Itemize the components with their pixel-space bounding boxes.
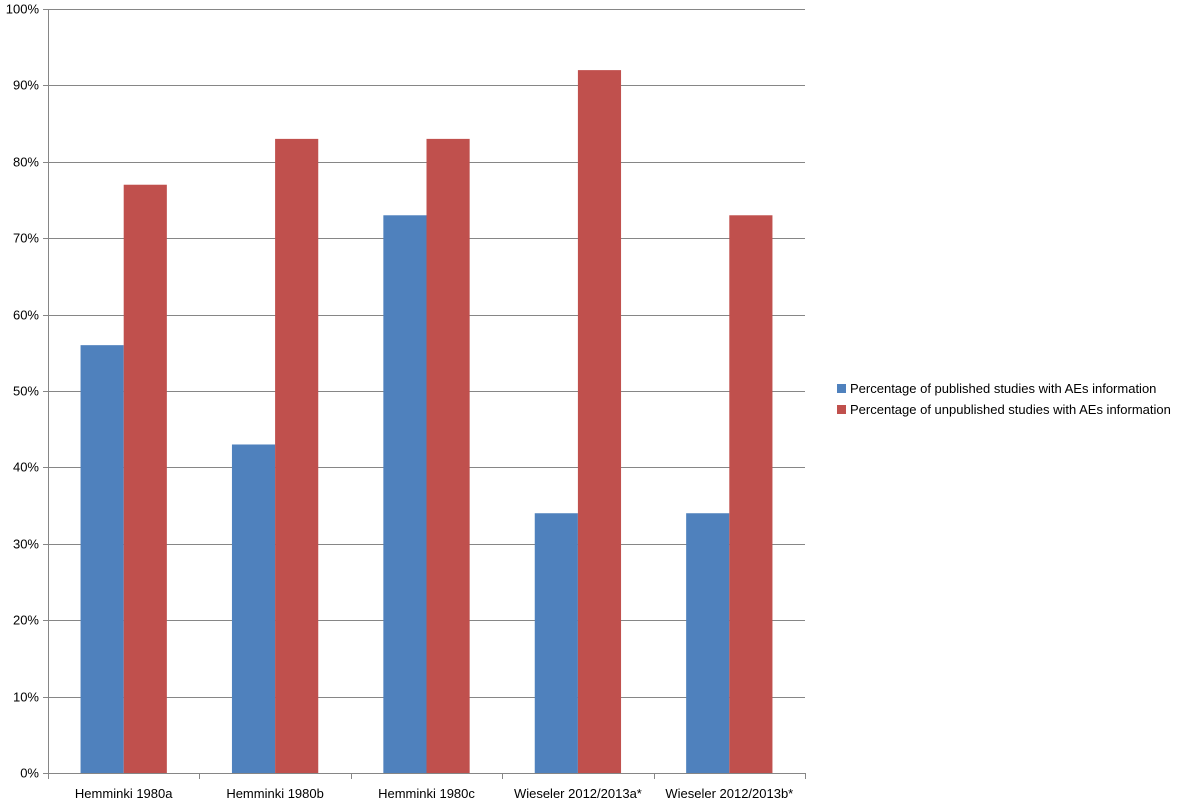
y-tick-label: 30%: [13, 537, 39, 552]
legend: Percentage of published studies with AEs…: [837, 381, 1171, 417]
legend-swatch-published: [837, 384, 846, 393]
bar-unpublished: [577, 70, 622, 774]
bars: [80, 70, 773, 774]
x-tick-labels: Hemminki 1980a Hemminki 1980b Hemminki 198…: [75, 786, 793, 800]
y-tick-label: 60%: [13, 308, 39, 323]
y-tick-labels: 0% 10% 20% 30% 40% 50% 60% 70% 80% 90% 100%: [6, 2, 40, 781]
bar-unpublished: [275, 138, 319, 773]
bar-published: [383, 215, 427, 773]
y-tick-label: 20%: [13, 613, 39, 628]
bar-published: [231, 444, 276, 773]
bar-published: [534, 513, 578, 773]
y-tick-label: 40%: [13, 460, 39, 475]
y-tick-label: 90%: [13, 78, 39, 93]
y-tick-label: 0%: [20, 766, 39, 781]
y-tick-label: 80%: [13, 155, 39, 170]
x-tick-label: Wieseler 2012/2013b*: [665, 786, 793, 800]
bar-unpublished: [729, 215, 773, 773]
bar-unpublished: [123, 184, 167, 774]
bar-unpublished: [426, 138, 470, 773]
y-tick-label: 50%: [13, 384, 39, 399]
axes: [43, 9, 806, 779]
x-tick-label: Wieseler 2012/2013a*: [514, 786, 642, 800]
x-tick-label: Hemminki 1980a: [75, 786, 173, 800]
y-tick-label: 70%: [13, 231, 39, 246]
x-tick-label: Hemminki 1980b: [226, 786, 324, 800]
bar-published: [80, 345, 124, 773]
y-tick-label: 10%: [13, 690, 39, 705]
bar-published: [686, 513, 730, 773]
legend-label-unpublished: Percentage of unpublished studies with A…: [850, 402, 1171, 417]
legend-label-published: Percentage of published studies with AEs…: [850, 381, 1156, 396]
y-tick-label: 100%: [6, 2, 40, 17]
legend-swatch-unpublished: [837, 405, 846, 414]
x-tick-label: Hemminki 1980c: [378, 786, 475, 800]
